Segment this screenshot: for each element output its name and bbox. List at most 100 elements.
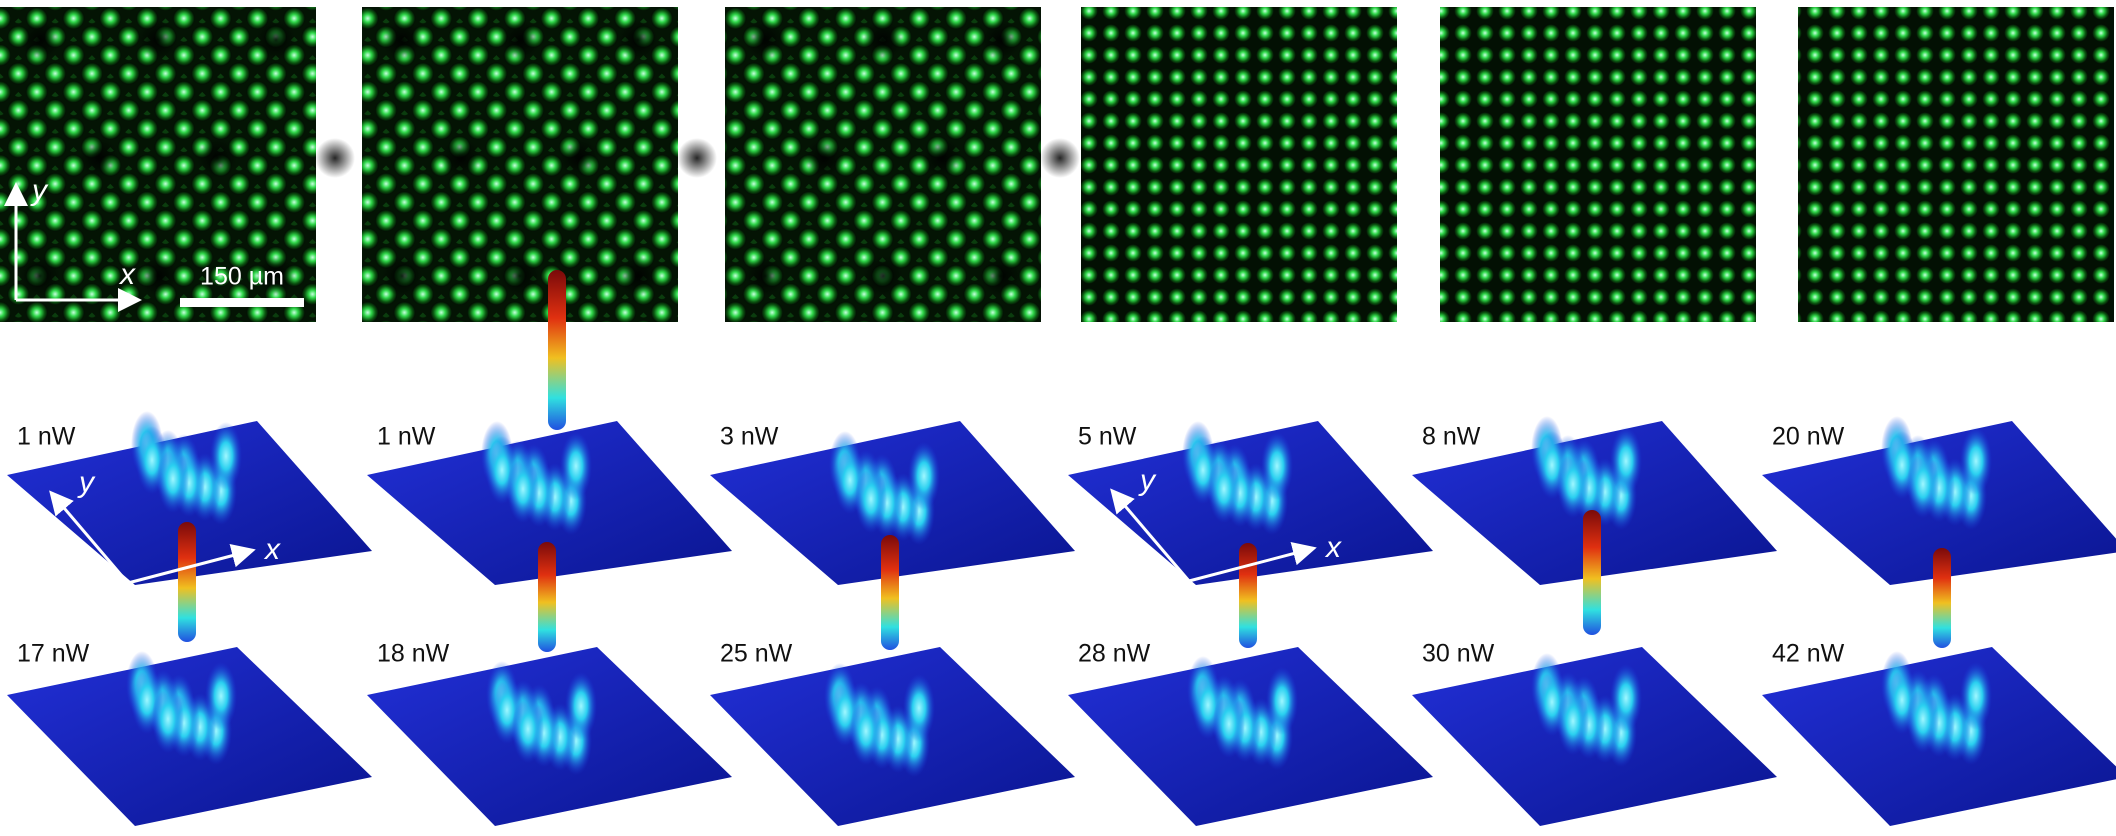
axis-label: y (77, 466, 96, 499)
surface-peak (538, 542, 556, 652)
shadow (20, 20, 60, 60)
shadow (138, 20, 178, 60)
power-label: 28 nW (1078, 640, 1151, 668)
microscope-image (1081, 7, 1397, 322)
surface-plot: 30 nW (1412, 510, 1777, 826)
shadow (20, 256, 60, 296)
shadow (618, 20, 658, 60)
shadow (382, 256, 422, 296)
surface-bump (1610, 427, 1642, 495)
microscope-image (725, 7, 1080, 322)
surface-plot: 8 nW (1412, 416, 1777, 585)
scale-bar (180, 298, 304, 307)
axis-label: y (1138, 464, 1157, 497)
power-label: 18 nW (377, 640, 450, 668)
surface-bump (205, 662, 237, 730)
axis-label: y (30, 174, 49, 207)
power-label: 20 nW (1772, 423, 1845, 451)
surface-bump (1208, 455, 1240, 523)
plots: 1 nW 1 nW 3 nW 5 nW 8 nW 20 nW 17 nW 18 nW 25 nW… (7, 270, 2116, 826)
plot-axes: xy (49, 466, 281, 585)
shadow (1040, 138, 1080, 178)
shadow (922, 138, 962, 178)
shadow (500, 20, 540, 60)
surface-plot: 3 nW (710, 421, 1075, 585)
axis-arrow (1188, 541, 1317, 583)
surface-bump (850, 697, 882, 765)
shadow (981, 256, 1021, 296)
surface-bump (512, 695, 544, 763)
shadow (981, 20, 1021, 60)
surface-bump (903, 674, 935, 742)
shadow (745, 20, 785, 60)
pattern (1081, 7, 1397, 322)
shadow (618, 256, 658, 296)
shadow (382, 20, 422, 60)
axis-label: x (263, 533, 281, 566)
axis-label: x (1324, 531, 1342, 564)
shadow (256, 20, 296, 60)
plot-axes: xy (1110, 464, 1342, 583)
shadow (79, 138, 119, 178)
power-label: 17 nW (17, 640, 90, 668)
shadow (863, 20, 903, 60)
power-label: 42 nW (1772, 640, 1845, 668)
shadow (500, 256, 540, 296)
scale-bar-label: 150 µm (200, 263, 284, 291)
images (0, 7, 2114, 322)
axis-arrow (1110, 488, 1191, 582)
surface-bump (560, 432, 592, 500)
surface-bump (1610, 664, 1642, 732)
axis-arrow (127, 543, 256, 585)
microscope-image (1798, 7, 2114, 322)
surface-plot: 18 nW (367, 542, 732, 826)
surface-bump (1266, 667, 1298, 735)
pattern (1440, 7, 1756, 322)
shadow (863, 256, 903, 296)
surface-bump (1557, 687, 1589, 755)
axis-label: x (118, 258, 136, 291)
surface-peak (881, 535, 899, 650)
microscope-image (0, 7, 355, 322)
shadow (256, 256, 296, 296)
image-axes: x y 150 µm (3, 174, 304, 312)
surface-bump (908, 442, 940, 510)
shadow (559, 138, 599, 178)
surface-bump (210, 422, 242, 490)
surface-peak (548, 270, 566, 430)
pattern (1798, 7, 2114, 322)
surface-bump (1907, 685, 1939, 753)
surface-peak (178, 522, 196, 642)
surface-bump (1557, 450, 1589, 518)
surface-bump (1907, 450, 1939, 518)
surface-plot: 17 nW (7, 522, 372, 826)
shadow (804, 138, 844, 178)
power-label: 3 nW (720, 423, 779, 451)
surface-bump (855, 465, 887, 533)
surface-plot: 1 nW (7, 411, 372, 585)
surface-plot: 25 nW (710, 535, 1075, 826)
surface-peak (1239, 543, 1257, 648)
surface-bump (157, 445, 189, 513)
shadow (441, 138, 481, 178)
power-label: 1 nW (377, 423, 436, 451)
surface-peak (1583, 510, 1601, 635)
power-label: 1 nW (17, 423, 76, 451)
surface-bump (1960, 662, 1992, 730)
surface-plot: 42 nW (1762, 548, 2116, 826)
power-label: 5 nW (1078, 423, 1137, 451)
shadow (197, 138, 237, 178)
surface-plot: 1 nW (367, 270, 732, 585)
surface-bump (1261, 432, 1293, 500)
shadow (745, 256, 785, 296)
surface-bump (1960, 427, 1992, 495)
surface-plot: 28 nW (1068, 543, 1433, 826)
power-label: 8 nW (1422, 423, 1481, 451)
power-label: 30 nW (1422, 640, 1495, 668)
surface-bump (1213, 690, 1245, 758)
power-label: 25 nW (720, 640, 793, 668)
surface-bump (565, 672, 597, 740)
surface-plot: 20 nW (1762, 416, 2116, 585)
axis-arrow (49, 490, 130, 584)
